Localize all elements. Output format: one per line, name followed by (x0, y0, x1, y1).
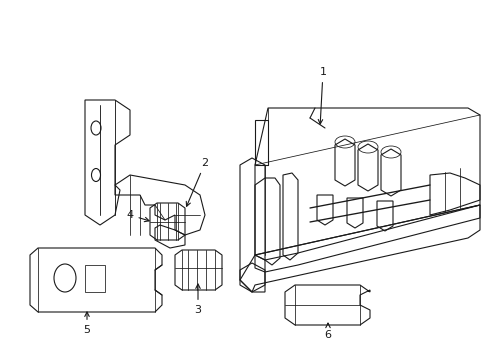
Text: 5: 5 (83, 312, 90, 335)
Text: 3: 3 (194, 284, 201, 315)
Text: 6: 6 (324, 323, 331, 340)
Text: 4: 4 (126, 210, 149, 222)
Text: 1: 1 (318, 67, 326, 124)
Text: 2: 2 (186, 158, 208, 206)
